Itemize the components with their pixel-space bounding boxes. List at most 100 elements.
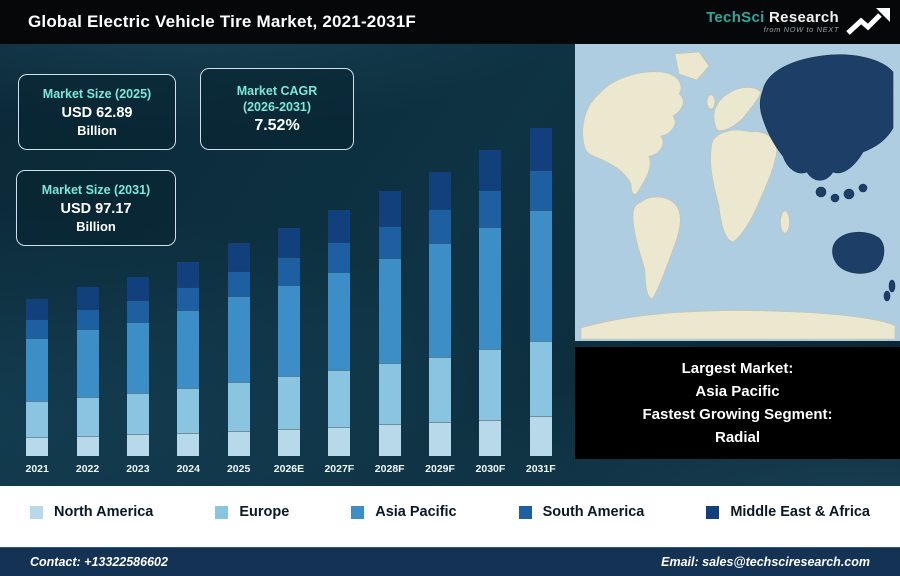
x-axis-label-2030F: 2030F [475,463,506,475]
bar-segment-asia-pacific [26,338,49,401]
bar-segment-north-america [227,430,250,456]
legend-label: North America [54,504,154,520]
bar-2030F [479,118,502,456]
bar-segment-north-america [378,424,401,456]
bar-segment-south-america [429,208,452,244]
bar-segment-north-america [479,419,502,456]
map-panel [575,44,900,341]
logo-brand: TechSci Research [706,9,839,26]
bar-column-2025: 2025 [213,118,263,480]
bar-segment-north-america [26,437,49,456]
bar-segment-asia-pacific [177,310,200,389]
bar-segment-asia-pacific [76,328,99,397]
bar-segment-asia-pacific [126,321,149,394]
bar-segment-north-america [126,434,149,456]
callout-line: Largest Market: [681,359,794,377]
bar-2028F [378,118,401,456]
page-title: Global Electric Vehicle Tire Market, 202… [28,12,417,31]
techsci-logo: TechSci Research from NOW to NEXT [706,6,890,38]
contact-text: Contact: +13322586602 [30,555,168,569]
legend-swatch-north-america [30,505,43,519]
main-panel: Market Size (2025) USD 62.89 Billion Mar… [0,44,900,486]
map-uk [706,94,716,110]
bar-segment-europe [378,363,401,425]
bar-segment-middle-east-africa [429,172,452,209]
bar-segment-asia-pacific [227,296,250,382]
bar-segment-asia-pacific [529,209,552,342]
logo-brand-primary: TechSci [706,9,765,27]
bar-2025 [227,118,250,456]
bar-2024 [177,118,200,456]
world-map [575,44,900,341]
stat-box-market-size-2031: Market Size (2031) USD 97.17 Billion [16,170,176,246]
legend-item-middle-east-africa: Middle East & Africa [706,504,870,520]
stat-value: USD 97.17 [60,200,132,217]
stat-value: USD 62.89 [61,104,133,121]
map-australia-highlighted [832,231,885,274]
legend-label: South America [542,504,645,520]
map-north-america [582,71,684,195]
growth-arrow-icon [846,8,890,35]
map-island [815,186,827,198]
stat-unit: Billion [76,218,116,234]
callout-line: Asia Pacific [695,382,780,400]
email-text: Email: sales@techsciresearch.com [661,555,870,569]
map-europe [713,87,762,131]
bar-segment-south-america [76,308,99,329]
bar-segment-europe [227,381,250,431]
bar-2021 [26,118,49,456]
map-island [830,193,840,203]
x-axis-label-2027F: 2027F [324,463,355,475]
logo-tagline: from NOW to NEXT [763,25,839,35]
x-axis-label-2029F: 2029F [425,463,455,475]
bar-segment-asia-pacific [277,284,300,376]
bar-segment-europe [76,396,99,436]
bar-segment-north-america [328,426,351,456]
bar-2029F [429,118,452,456]
legend-label: Europe [239,504,290,520]
bar-column-2024: 2024 [163,118,213,480]
bar-segment-middle-east-africa [177,261,200,288]
legend-label: Asia Pacific [375,504,457,520]
stat-label: Market CAGR (2026-2031) [236,83,318,114]
x-axis-label-2026E: 2026E [273,463,305,475]
stat-box-cagr: Market CAGR (2026-2031) 7.52% [200,68,354,150]
bar-segment-europe [479,349,502,420]
bar-segment-asia-pacific [328,271,351,371]
stat-label: Market Size (2025) [42,87,152,102]
bar-segment-europe [277,375,300,429]
footer-bar: Contact: +13322586602 Email: sales@techs… [0,547,900,576]
stat-value: 7.52% [254,117,300,135]
bar-segment-south-america [227,271,250,297]
stacked-bar-chart: 2021 2022 2023 2024 2025 2026E 2027F 2028F 2029F… [12,118,566,480]
x-axis-label-2022: 2022 [75,463,100,475]
x-axis-label-2023: 2023 [126,463,150,475]
bar-column-2029F: 2029F [415,118,465,480]
stat-box-market-size-2025: Market Size (2025) USD 62.89 Billion [18,74,176,150]
bar-segment-middle-east-africa [378,191,401,226]
map-new-zealand [888,279,896,293]
x-axis-label-2021: 2021 [25,463,49,475]
x-axis-label-2025: 2025 [226,463,251,475]
bar-segment-europe [429,356,452,422]
bar-column-2022: 2022 [62,118,112,480]
largest-market-callout: Largest Market: Asia Pacific Fastest Gro… [575,347,900,459]
stat-unit: Billion [77,122,117,138]
legend-item-asia-pacific: Asia Pacific [351,504,457,520]
legend-swatch-middle-east-africa [706,505,720,519]
legend-swatch-asia-pacific [351,505,365,519]
bar-2023 [126,118,149,456]
bar-segment-middle-east-africa [277,227,300,258]
bar-segment-south-america [26,319,49,339]
bar-column-2023: 2023 [113,118,163,480]
bar-column-2027F: 2027F [314,118,364,480]
map-greenland [674,51,710,81]
bar-segment-middle-east-africa [529,127,552,171]
bar-segment-north-america [529,416,552,456]
bar-2026E [277,118,300,456]
header-bar: Global Electric Vehicle Tire Market, 202… [0,0,900,44]
x-axis-label-2031F: 2031F [525,463,556,475]
bar-segment-middle-east-africa [328,210,351,243]
bar-segment-south-america [479,190,502,227]
bar-segment-south-america [378,225,401,258]
